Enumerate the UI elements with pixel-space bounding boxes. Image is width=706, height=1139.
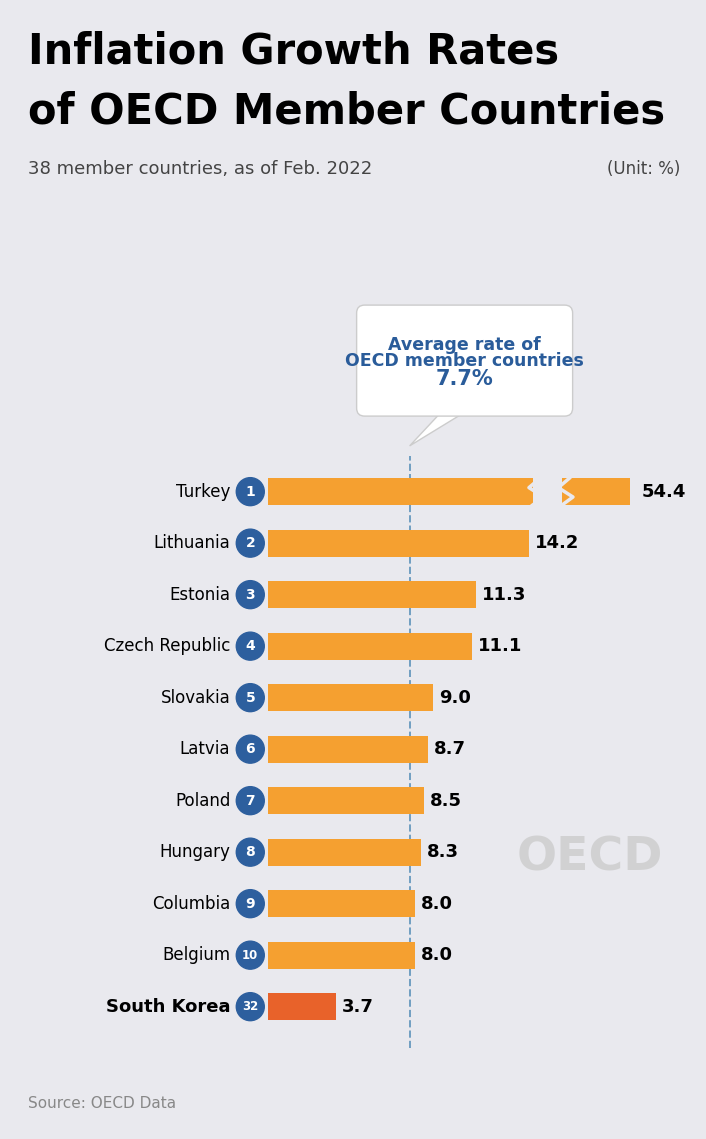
Bar bbox=[268, 736, 428, 762]
Text: Average rate of: Average rate of bbox=[388, 336, 541, 353]
Text: 4: 4 bbox=[246, 639, 255, 653]
Text: 1: 1 bbox=[246, 485, 255, 499]
Text: Inflation Growth Rates: Inflation Growth Rates bbox=[28, 30, 559, 72]
Bar bbox=[268, 581, 476, 608]
Text: 3.7: 3.7 bbox=[342, 998, 374, 1016]
Polygon shape bbox=[450, 390, 479, 404]
Circle shape bbox=[237, 993, 264, 1021]
Text: 54.4: 54.4 bbox=[641, 483, 686, 501]
Circle shape bbox=[237, 632, 264, 661]
Text: 8.5: 8.5 bbox=[430, 792, 462, 810]
Text: OECD: OECD bbox=[517, 836, 663, 880]
Text: 9.0: 9.0 bbox=[439, 689, 472, 706]
Text: 11.3: 11.3 bbox=[481, 585, 526, 604]
Circle shape bbox=[237, 530, 264, 557]
Text: Source: OECD Data: Source: OECD Data bbox=[28, 1096, 176, 1111]
Text: 8: 8 bbox=[246, 845, 255, 859]
Circle shape bbox=[237, 581, 264, 608]
Text: 14.2: 14.2 bbox=[535, 534, 580, 552]
Text: 2: 2 bbox=[246, 536, 255, 550]
Text: Estonia: Estonia bbox=[169, 585, 230, 604]
Bar bbox=[268, 891, 415, 917]
Circle shape bbox=[237, 890, 264, 918]
Text: 7.7%: 7.7% bbox=[436, 369, 493, 388]
Bar bbox=[268, 787, 424, 814]
Text: Hungary: Hungary bbox=[160, 843, 230, 861]
Text: of OECD Member Countries: of OECD Member Countries bbox=[28, 90, 665, 132]
Text: 3: 3 bbox=[246, 588, 255, 601]
Text: Latvia: Latvia bbox=[180, 740, 230, 759]
Text: 10: 10 bbox=[242, 949, 258, 961]
Bar bbox=[532, 477, 562, 507]
Text: Turkey: Turkey bbox=[176, 483, 230, 501]
Text: Lithuania: Lithuania bbox=[153, 534, 230, 552]
Circle shape bbox=[237, 787, 264, 814]
Bar bbox=[268, 478, 532, 505]
Text: Belgium: Belgium bbox=[162, 947, 230, 965]
Text: Poland: Poland bbox=[175, 792, 230, 810]
Circle shape bbox=[237, 683, 264, 712]
Circle shape bbox=[237, 838, 264, 866]
Text: 11.1: 11.1 bbox=[478, 637, 522, 655]
Circle shape bbox=[237, 941, 264, 969]
Text: 32: 32 bbox=[242, 1000, 258, 1014]
Text: South Korea: South Korea bbox=[106, 998, 230, 1016]
Bar bbox=[268, 530, 529, 557]
Circle shape bbox=[237, 735, 264, 763]
Text: 8.0: 8.0 bbox=[421, 894, 453, 912]
Text: OECD member countries: OECD member countries bbox=[345, 352, 584, 369]
Text: 7: 7 bbox=[246, 794, 255, 808]
Text: 6: 6 bbox=[246, 743, 255, 756]
Bar bbox=[562, 478, 630, 505]
Text: 9: 9 bbox=[246, 896, 255, 911]
Text: 5: 5 bbox=[246, 690, 255, 705]
Text: Czech Republic: Czech Republic bbox=[104, 637, 230, 655]
Text: 8.0: 8.0 bbox=[421, 947, 453, 965]
Bar bbox=[268, 685, 433, 711]
Text: 38 member countries, as of Feb. 2022: 38 member countries, as of Feb. 2022 bbox=[28, 159, 372, 178]
Text: 8.7: 8.7 bbox=[434, 740, 466, 759]
Bar bbox=[268, 838, 421, 866]
Bar bbox=[268, 942, 415, 968]
Text: 8.3: 8.3 bbox=[426, 843, 459, 861]
Text: Columbia: Columbia bbox=[152, 894, 230, 912]
Polygon shape bbox=[409, 403, 479, 445]
Text: (Unit: %): (Unit: %) bbox=[606, 159, 680, 178]
Text: Slovakia: Slovakia bbox=[160, 689, 230, 706]
FancyBboxPatch shape bbox=[357, 305, 573, 416]
Bar bbox=[268, 633, 472, 659]
Bar bbox=[268, 993, 336, 1021]
Circle shape bbox=[237, 477, 264, 506]
